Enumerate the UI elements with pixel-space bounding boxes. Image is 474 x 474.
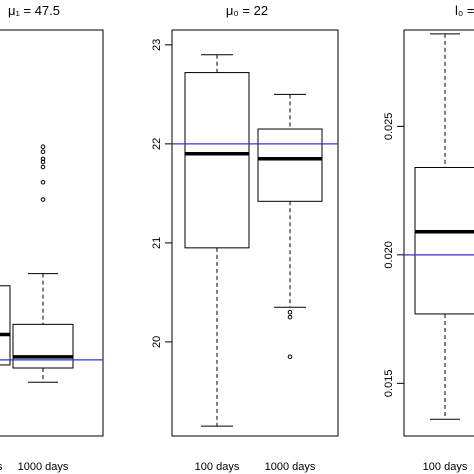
panel-mu1: 100 days 1000 days μ₁ = 47.5 <box>0 3 104 473</box>
outlier-point <box>40 159 46 165</box>
outlier-point <box>40 164 46 170</box>
panel-mu0: 20 21 22 23 100 days 1000 days μ₀ = 22 <box>151 3 339 473</box>
y-tick-label: 0.015 <box>383 370 395 398</box>
panel-title: μ₁ = 47.5 <box>8 3 60 18</box>
x-category-label: 100 days <box>195 461 240 473</box>
outlier-point <box>40 197 46 202</box>
outlier-point <box>40 149 46 155</box>
x-category-label: 1000 days <box>265 461 316 473</box>
y-tick-label: 22 <box>151 138 163 150</box>
y-tick-label: 0.020 <box>383 241 395 269</box>
outlier-point <box>287 314 293 320</box>
outlier-point <box>287 354 293 360</box>
plot-frame <box>403 29 474 437</box>
outlier-point <box>40 179 46 185</box>
y-tick-label: 20 <box>151 336 163 348</box>
iqr-box <box>257 128 323 202</box>
panel-title: μ₀ = 22 <box>226 3 268 18</box>
outlier-point <box>40 144 46 150</box>
iqr-box <box>414 166 474 315</box>
x-category-label: 100 days <box>423 461 468 473</box>
x-category-label: 1000 days <box>18 461 69 473</box>
panel-title: l₀ = 0.02 <box>455 3 474 18</box>
plot-frame <box>171 29 339 437</box>
iqr-box <box>0 285 11 366</box>
iqr-box <box>184 72 250 249</box>
outlier-point <box>287 309 293 315</box>
plot-frame <box>0 29 104 437</box>
outlier-point <box>40 156 46 162</box>
x-category-label: 100 days <box>0 461 3 473</box>
y-tick-label: 23 <box>151 39 163 51</box>
y-tick-label: 0.025 <box>383 113 395 141</box>
y-tick-label: 21 <box>151 237 163 249</box>
iqr-box <box>12 323 74 369</box>
